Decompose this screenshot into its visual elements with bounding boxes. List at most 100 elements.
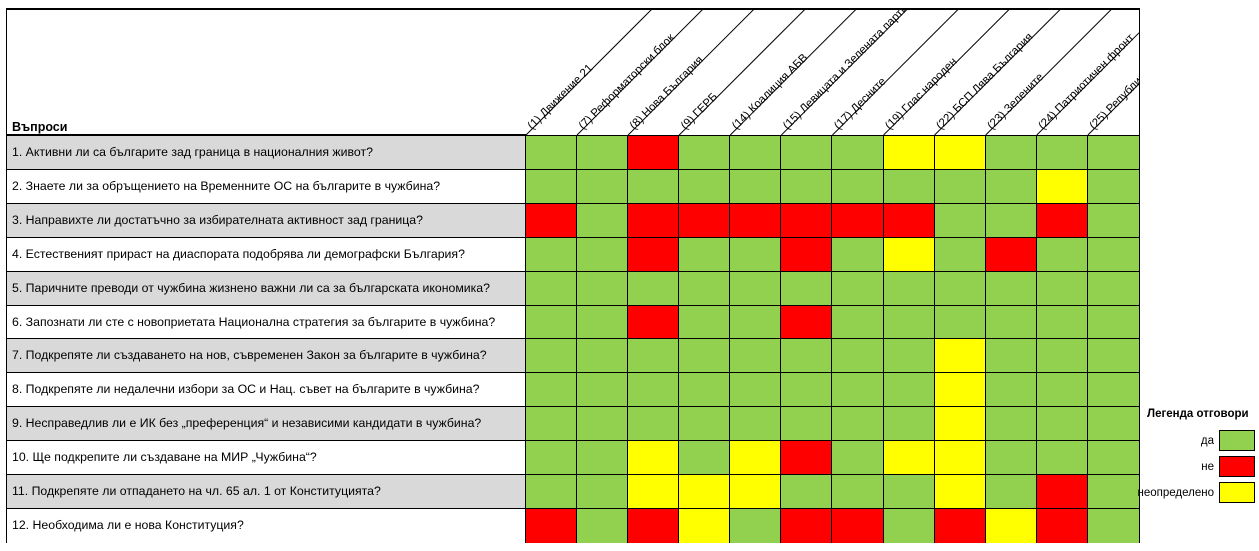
legend-item: да [1147, 429, 1255, 452]
answer-cell [985, 508, 1037, 543]
answer-cell [934, 136, 986, 169]
answer-cell [883, 407, 935, 441]
answer-cell [526, 373, 578, 407]
table-row: 9. Несправедлив ли е ИК без „преференция… [7, 407, 1139, 442]
answer-cell [679, 441, 731, 475]
answer-cell [577, 305, 629, 339]
answer-cell [679, 373, 731, 407]
answer-cells [526, 508, 1139, 543]
answer-cell [1087, 407, 1139, 441]
table-row: 2. Знаете ли за обръщението на Временнит… [7, 169, 1139, 204]
legend-swatch-yes [1219, 430, 1255, 451]
legend-item-label: неопределено [1137, 486, 1215, 499]
answer-cell [1087, 169, 1139, 203]
answer-cell [1036, 305, 1088, 339]
answer-cells [526, 339, 1139, 373]
answer-cell [730, 339, 782, 373]
answer-cell [1036, 475, 1088, 508]
answer-cell [934, 475, 986, 508]
answer-cell [883, 169, 935, 203]
answer-cell [1087, 203, 1139, 237]
answer-cell [577, 508, 629, 543]
header-diagonal-line [576, 9, 704, 135]
answer-cell [832, 169, 884, 203]
header-diagonal-line [678, 9, 806, 135]
answer-cells [526, 203, 1139, 237]
answer-cells [526, 475, 1139, 508]
answer-cell [730, 475, 782, 508]
question-cell: 6. Запознати ли сте с новоприетата Нацио… [7, 305, 526, 339]
header-diagonal-line [627, 9, 755, 135]
question-cell: 5. Паричните преводи от чужбина жизнено … [7, 271, 526, 305]
answer-cell [883, 339, 935, 373]
answer-cell [934, 373, 986, 407]
answer-cell [985, 237, 1037, 271]
answer-cell [1036, 441, 1088, 475]
party-header-label: (22) БСП Лява България [934, 31, 1035, 132]
answer-cell [628, 271, 680, 305]
question-cell: 8. Подкрепяте ли недалечни избори за ОС … [7, 373, 526, 407]
answer-cell [934, 271, 986, 305]
answer-cell [934, 169, 986, 203]
answer-cell [985, 136, 1037, 169]
table-row: 12. Необходима ли е нова Конституция? [7, 508, 1139, 543]
answer-cell [832, 305, 884, 339]
answer-cell [1036, 169, 1088, 203]
answer-cell [679, 407, 731, 441]
answer-cell [781, 508, 833, 543]
answer-cell [883, 441, 935, 475]
answer-cell [832, 373, 884, 407]
answer-cell [781, 271, 833, 305]
answer-cells [526, 169, 1139, 203]
answer-cell [985, 203, 1037, 237]
party-header-label: (24) Патриотичен фронт [1036, 31, 1137, 132]
answer-cell [577, 339, 629, 373]
header-diagonal-line [1087, 83, 1139, 135]
answer-cell [832, 339, 884, 373]
party-header-label: (7) Реформаторски блок [577, 31, 678, 132]
table-row: 6. Запознати ли сте с новоприетата Нацио… [7, 305, 1139, 340]
answer-cell [781, 407, 833, 441]
party-answers-table: (1) Движение 21 (7) Реформаторски блок (8)… [6, 8, 1140, 543]
answer-cell [832, 475, 884, 508]
answer-cells [526, 271, 1139, 305]
answer-cell [1087, 441, 1139, 475]
answer-cell [526, 136, 578, 169]
answer-cell [934, 305, 986, 339]
answer-cell [526, 237, 578, 271]
header-diagonal-line [1036, 32, 1139, 135]
answer-cell [730, 136, 782, 169]
answer-cells [526, 373, 1139, 407]
answer-cell [781, 305, 833, 339]
question-cell: 3. Направихте ли достатъчно за избирател… [7, 203, 526, 237]
answer-cell [526, 169, 578, 203]
answer-cell [730, 373, 782, 407]
answer-cell [985, 169, 1037, 203]
answer-cell [883, 373, 935, 407]
answer-cell [1036, 339, 1088, 373]
header-diagonal-line [729, 9, 857, 135]
answer-cell [679, 136, 731, 169]
answer-cell [577, 169, 629, 203]
matrix-body: 1. Активни ли са българите зад граница в… [7, 135, 1139, 543]
answer-cell [1036, 271, 1088, 305]
answer-cells [526, 407, 1139, 441]
answer-cell [1087, 271, 1139, 305]
legend-item-label: не [1201, 460, 1214, 473]
answer-cell [934, 441, 986, 475]
legend-swatch-und [1219, 482, 1255, 503]
answer-cell [628, 237, 680, 271]
header-diagonal-line [781, 9, 908, 135]
question-cell: 9. Несправедлив ли е ИК без „преференция… [7, 407, 526, 441]
answer-cell [577, 271, 629, 305]
answer-cell [1036, 136, 1088, 169]
table-row: 10. Ще подкрепите ли създаване на МИР „Ч… [7, 441, 1139, 476]
answer-cell [985, 305, 1037, 339]
answer-cell [628, 508, 680, 543]
answer-cell [985, 441, 1037, 475]
answer-cell [679, 475, 731, 508]
legend-title: Легенда отговори [1147, 408, 1249, 420]
answer-cell [730, 271, 782, 305]
answer-cell [934, 339, 986, 373]
header-diagonal-line [525, 9, 653, 135]
